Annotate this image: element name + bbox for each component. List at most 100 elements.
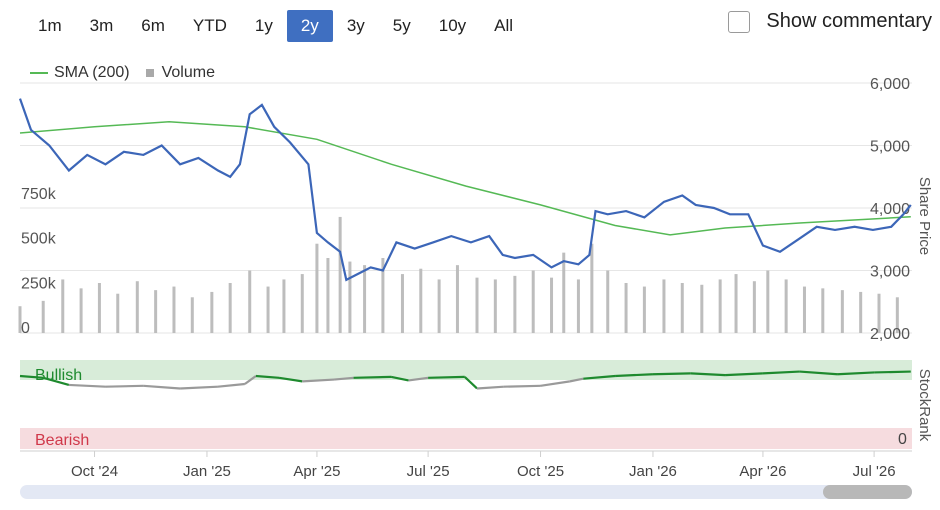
- volume-bar: [363, 265, 367, 333]
- volume-bar: [97, 283, 101, 333]
- x-tick-label: Apr '25: [293, 463, 340, 480]
- stockrank-segment: [428, 375, 465, 379]
- volume-bar: [315, 243, 319, 333]
- volume-bar: [624, 283, 628, 333]
- volume-bar: [840, 290, 844, 333]
- x-tick-label: Jul '26: [853, 463, 896, 480]
- range-button-2y[interactable]: 2y: [286, 10, 333, 42]
- price-tick-label: 4,000: [870, 201, 910, 218]
- range-button-10y[interactable]: 10y: [438, 16, 467, 35]
- x-tick-label: Jan '26: [629, 463, 677, 480]
- volume-bar: [531, 270, 535, 333]
- volume-bar: [41, 300, 45, 333]
- x-axis: Oct '24 Jan '25 Apr '25 Jul '25 Oct '25 Jan '…: [71, 451, 896, 480]
- stockrank-segment: [353, 375, 392, 379]
- stockrank-zero-label: 0: [898, 431, 907, 448]
- price-axis: 6,000 5,000 4,000 3,000 2,000: [870, 76, 910, 343]
- stockrank-segment: [333, 376, 354, 381]
- volume-bar: [606, 270, 610, 333]
- range-button-5y[interactable]: 5y: [392, 16, 411, 35]
- stockrank-segment: [464, 376, 478, 390]
- price-gridlines: [20, 82, 912, 334]
- volume-legend-swatch: [145, 69, 154, 77]
- volume-legend-label[interactable]: Volume: [161, 64, 215, 81]
- stockrank-segment: [583, 374, 616, 380]
- volume-bar: [662, 279, 666, 333]
- volume-bar: [210, 291, 214, 333]
- volume-bar: [79, 288, 83, 333]
- volume-bar: [700, 284, 704, 333]
- stockrank-segment: [391, 375, 409, 382]
- show-commentary-toggle[interactable]: Show commentary: [728, 10, 932, 33]
- volume-bar: [455, 265, 459, 333]
- volume-bar: [784, 279, 788, 333]
- x-tick-label: Jul '25: [407, 463, 450, 480]
- stockrank-segment: [302, 378, 335, 383]
- volume-bar: [680, 283, 684, 333]
- volume-bar: [437, 279, 441, 333]
- stockrank-segment: [476, 385, 504, 390]
- volume-bar: [190, 297, 194, 333]
- volume-bar: [821, 288, 825, 333]
- stockrank-segment: [143, 384, 181, 390]
- time-range-selector: 1m 3m 6m YTD 1y 2y 3y 5y 10y All: [24, 8, 527, 44]
- volume-bar: [326, 258, 330, 333]
- share-price-axis-label: Share Price: [916, 177, 933, 255]
- chart-scrollbar[interactable]: [20, 485, 912, 499]
- stockrank-segment: [569, 377, 584, 383]
- volume-bar: [154, 290, 158, 333]
- sma-legend-label[interactable]: SMA (200): [54, 64, 130, 81]
- range-button-3m[interactable]: 3m: [89, 16, 114, 35]
- volume-bar: [752, 281, 756, 333]
- range-button-3y[interactable]: 3y: [346, 16, 365, 35]
- range-button-ytd[interactable]: YTD: [192, 16, 227, 35]
- volume-bar: [348, 261, 352, 333]
- range-button-1m[interactable]: 1m: [38, 16, 62, 35]
- sma-line: [19, 121, 911, 236]
- volume-bar: [116, 293, 120, 333]
- price-tick-label: 2,000: [870, 326, 910, 343]
- stockrank-segment: [540, 380, 571, 387]
- stockrank-segment: [615, 373, 654, 378]
- range-button-1y[interactable]: 1y: [254, 16, 273, 35]
- show-commentary-checkbox[interactable]: [728, 10, 751, 33]
- volume-bar: [18, 306, 22, 333]
- x-tick-label: Oct '24: [71, 463, 118, 480]
- stockrank-segment: [68, 383, 106, 388]
- volume-bar: [642, 286, 646, 333]
- volume-bar: [766, 270, 770, 333]
- range-button-6m[interactable]: 6m: [141, 16, 165, 35]
- volume-bars: [18, 216, 899, 333]
- price-tick-label: 3,000: [870, 264, 910, 281]
- stockrank-segment: [799, 370, 838, 376]
- bearish-zone: [20, 428, 912, 449]
- bearish-label: Bearish: [35, 432, 89, 449]
- range-button-all[interactable]: All: [494, 16, 514, 35]
- volume-bar: [877, 293, 881, 333]
- show-commentary-label[interactable]: Show commentary: [766, 10, 932, 32]
- stockrank-segment: [255, 374, 280, 379]
- volume-bar: [895, 297, 899, 333]
- stockrank-segment: [180, 385, 219, 390]
- volume-bar: [859, 291, 863, 333]
- share-price-line: [18, 98, 912, 282]
- stockrank-segment: [244, 375, 257, 385]
- stockrank-axis-label: StockRank: [916, 369, 933, 442]
- volume-bar: [419, 268, 423, 333]
- stockrank-segment: [652, 372, 691, 376]
- stockrank-segment: [837, 371, 875, 376]
- price-tick-label: 5,000: [870, 139, 910, 156]
- stockrank-segment: [105, 384, 144, 388]
- volume-bar: [228, 283, 232, 333]
- sma-legend-swatch: [30, 72, 48, 74]
- stockrank-segment: [19, 374, 44, 379]
- volume-bar: [381, 258, 385, 333]
- x-tick-label: Jan '25: [183, 463, 231, 480]
- volume-bar: [400, 274, 404, 333]
- bullish-zone: [20, 360, 912, 380]
- stockrank-segment: [690, 372, 726, 377]
- scrollbar-thumb[interactable]: [823, 485, 912, 499]
- volume-bar: [475, 277, 479, 333]
- stockrank-line: [19, 370, 911, 390]
